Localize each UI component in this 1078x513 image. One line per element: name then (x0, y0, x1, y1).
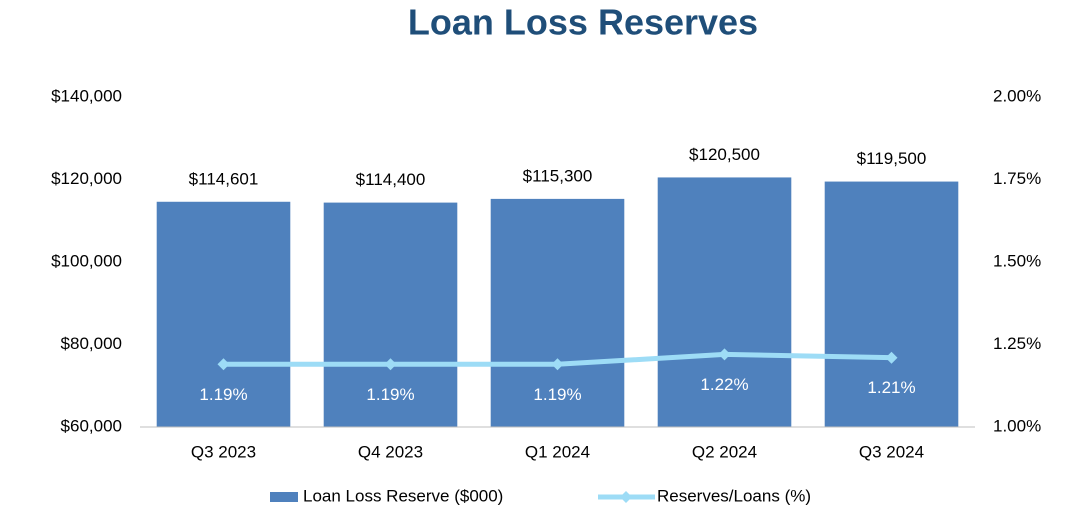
bar-value-label: $115,300 (523, 166, 593, 185)
legend-label: Loan Loss Reserve ($000) (303, 486, 503, 505)
y-tick-label: $80,000 (61, 334, 122, 353)
y2-tick-label: 2.00% (993, 86, 1041, 105)
line-value-label: 1.22% (700, 375, 748, 394)
line-marker (384, 358, 397, 371)
y-tick-label: $60,000 (61, 416, 122, 435)
y-tick-label: $140,000 (51, 86, 122, 105)
x-tick-label: Q1 2024 (525, 442, 590, 461)
y2-tick-label: 1.25% (993, 334, 1041, 353)
y2-tick-label: 1.75% (993, 169, 1041, 188)
line-marker (217, 358, 230, 371)
bar-value-label: $120,500 (689, 145, 760, 164)
line-marker (718, 348, 731, 361)
line-marker (551, 358, 564, 371)
bar (156, 201, 291, 427)
bar (490, 198, 625, 427)
line-value-label: 1.19% (199, 385, 247, 404)
chart-title: Loan Loss Reserves (408, 2, 758, 43)
line-value-label: 1.19% (366, 385, 414, 404)
bar (657, 177, 792, 427)
bar-value-label: $114,400 (356, 170, 426, 189)
legend-label: Reserves/Loans (%) (657, 486, 811, 505)
x-tick-label: Q3 2023 (191, 442, 256, 461)
bar-value-label: $119,500 (857, 149, 927, 168)
line-value-label: 1.19% (533, 385, 581, 404)
x-tick-label: Q3 2024 (859, 442, 924, 461)
bar (824, 181, 959, 427)
y2-tick-label: 1.00% (993, 416, 1041, 435)
y-tick-label: $100,000 (51, 251, 122, 270)
legend-swatch (270, 492, 298, 502)
line-marker (885, 351, 898, 364)
legend-swatch (620, 491, 632, 503)
y2-tick-label: 1.50% (993, 251, 1041, 270)
x-tick-label: Q2 2024 (692, 442, 757, 461)
bar (323, 202, 458, 427)
line-value-label: 1.21% (867, 378, 915, 397)
x-tick-label: Q4 2023 (358, 442, 423, 461)
y-tick-label: $120,000 (51, 169, 122, 188)
bar-value-label: $114,601 (189, 169, 259, 188)
